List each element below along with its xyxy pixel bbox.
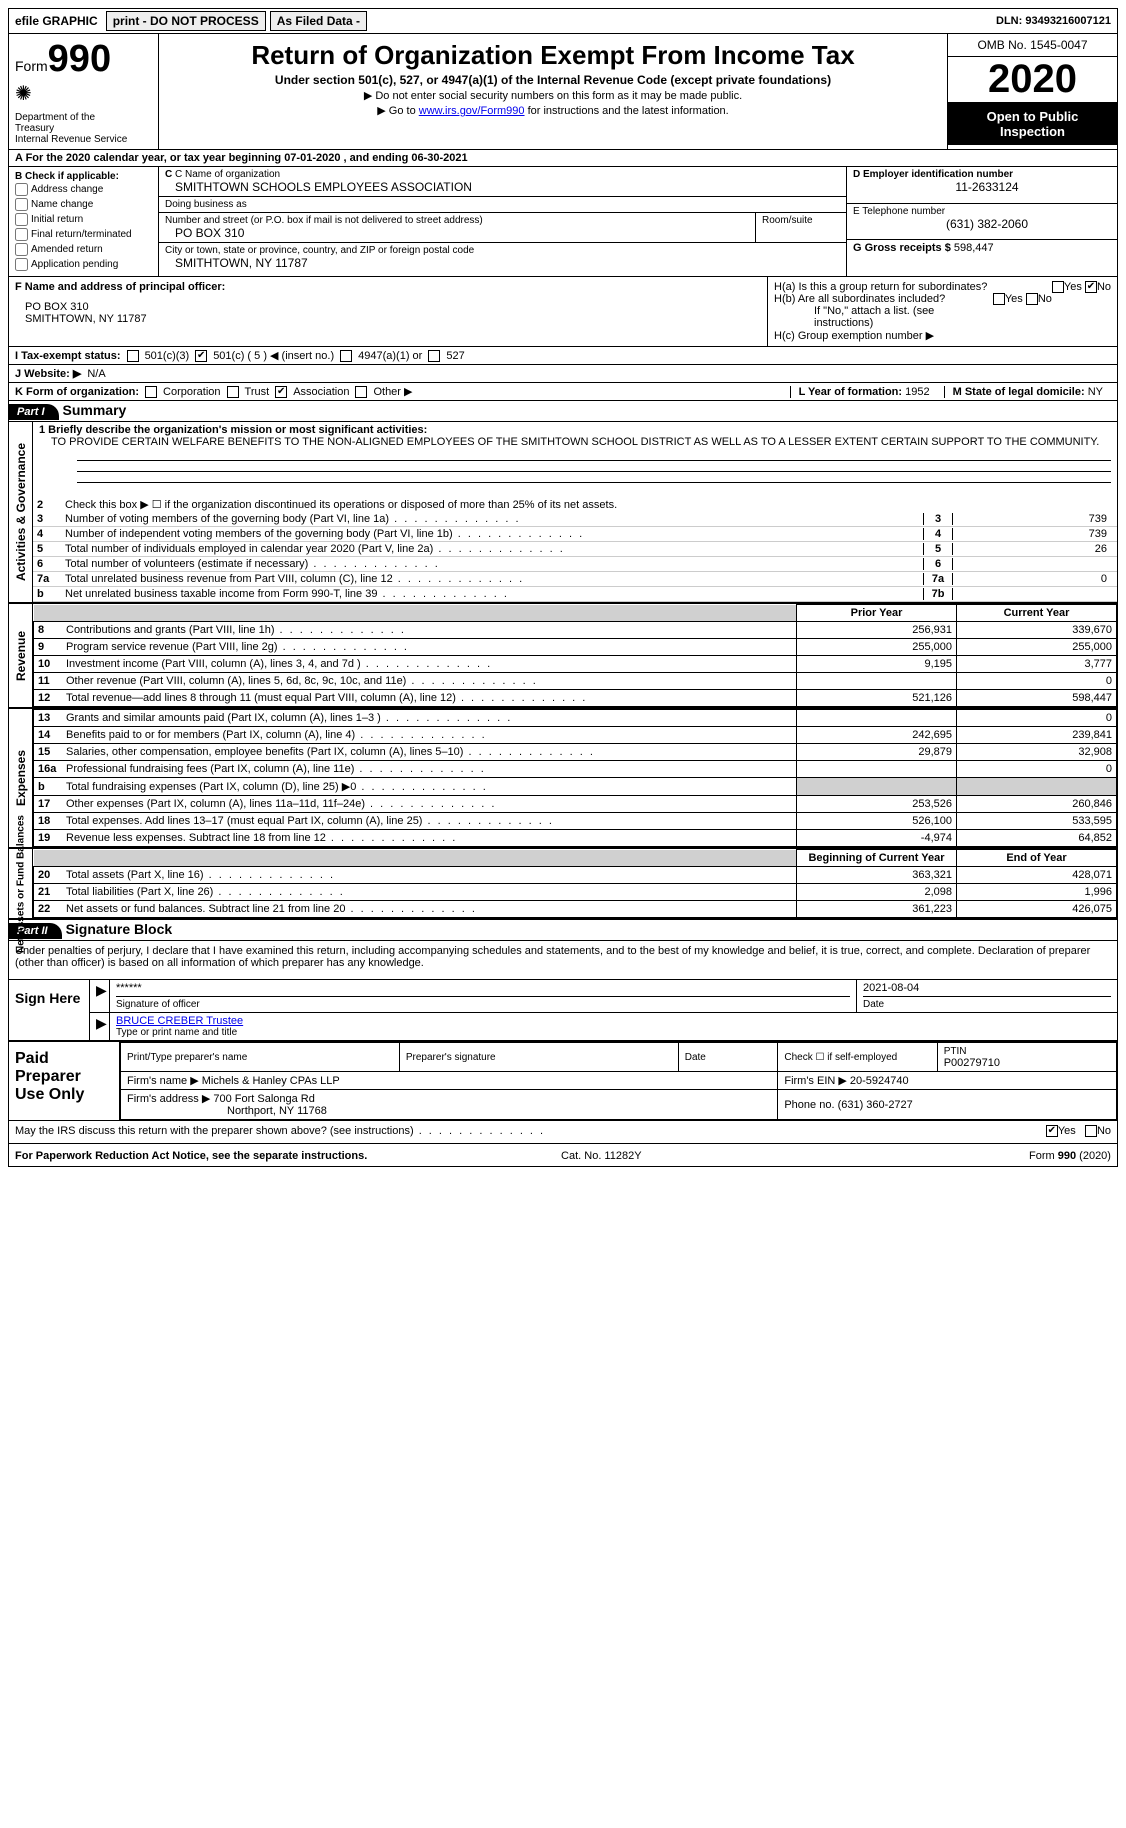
website: N/A [87, 368, 105, 380]
table-row: 14Benefits paid to or for members (Part … [34, 727, 1117, 744]
signature-block: Under penalties of perjury, I declare th… [9, 941, 1117, 979]
mission: TO PROVIDE CERTAIN WELFARE BENEFITS TO T… [39, 436, 1111, 448]
gov-line: 7aTotal unrelated business revenue from … [33, 572, 1117, 587]
form-number: 990 [48, 38, 111, 80]
chk-address-change[interactable]: Address change [15, 182, 152, 197]
efile-label: efile GRAPHIC [9, 12, 104, 30]
table-row: 22Net assets or fund balances. Subtract … [34, 901, 1117, 918]
table-row: 12Total revenue—add lines 8 through 11 (… [34, 690, 1117, 707]
open-to-public: Open to PublicInspection [948, 103, 1117, 145]
omb: OMB No. 1545-0047 [948, 34, 1117, 57]
row-klm: K Form of organization: Corporation Trus… [9, 383, 1117, 401]
row-a: A For the 2020 calendar year, or tax yea… [9, 150, 1117, 167]
info-grid: B Check if applicable: Address change Na… [9, 167, 1117, 277]
form-word: Form [15, 58, 48, 74]
table-row: 17Other expenses (Part IX, column (A), l… [34, 796, 1117, 813]
section-fh: F Name and address of principal officer:… [9, 277, 1117, 347]
gov-line: 3Number of voting members of the governi… [33, 512, 1117, 527]
form-990-container: efile GRAPHIC print - DO NOT PROCESS As … [8, 8, 1118, 1167]
paid-preparer: Paid Preparer Use Only Print/Type prepar… [9, 1041, 1117, 1121]
chk-amended[interactable]: Amended return [15, 242, 152, 257]
table-row: 8Contributions and grants (Part VIII, li… [34, 622, 1117, 639]
section-h: H(a) Is this a group return for subordin… [767, 277, 1117, 346]
activities-governance: Activities & Governance 1 Briefly descri… [9, 422, 1117, 604]
header: Form990 ✺ Department of the Treasury Int… [9, 34, 1117, 150]
gov-line: 5Total number of individuals employed in… [33, 542, 1117, 557]
section-c: C C Name of organizationSMITHTOWN SCHOOL… [159, 167, 1117, 276]
gross-receipts: 598,447 [954, 242, 994, 254]
table-row: 10Investment income (Part VIII, column (… [34, 656, 1117, 673]
section-b: B Check if applicable: Address change Na… [9, 167, 159, 276]
irs-link[interactable]: www.irs.gov/Form990 [419, 105, 525, 117]
net-assets-table: Beginning of Current YearEnd of Year 20T… [33, 849, 1117, 918]
table-row: 15Salaries, other compensation, employee… [34, 744, 1117, 761]
print-button[interactable]: print - DO NOT PROCESS [106, 11, 266, 31]
chk-final-return[interactable]: Final return/terminated [15, 227, 152, 242]
chk-app-pending[interactable]: Application pending [15, 257, 152, 272]
revenue-table: Prior YearCurrent Year 8Contributions an… [33, 604, 1117, 707]
org-name: SMITHTOWN SCHOOLS EMPLOYEES ASSOCIATION [165, 180, 840, 194]
gov-line: 6Total number of volunteers (estimate if… [33, 557, 1117, 572]
expenses-section: Expenses 13Grants and similar amounts pa… [9, 709, 1117, 849]
officer-name-link[interactable]: BRUCE CREBER Trustee [116, 1015, 243, 1027]
dept: Department of the Treasury Internal Reve… [15, 112, 152, 145]
org-address: PO BOX 310 [165, 226, 749, 240]
section-deg: D Employer identification number11-26331… [847, 167, 1117, 276]
asfiled-button[interactable]: As Filed Data - [270, 11, 367, 31]
phone: (631) 382-2060 [853, 217, 1111, 231]
header-left: Form990 ✺ Department of the Treasury Int… [9, 34, 159, 149]
part-2-header: Part IISignature Block [9, 920, 1117, 941]
net-assets-section: Net Assets or Fund Balances Beginning of… [9, 849, 1117, 920]
chk-initial-return[interactable]: Initial return [15, 212, 152, 227]
section-f: F Name and address of principal officer:… [9, 277, 767, 346]
dln: DLN: 93493216007121 [996, 15, 1117, 27]
header-mid: Return of Organization Exempt From Incom… [159, 34, 947, 149]
form-title: Return of Organization Exempt From Incom… [169, 40, 937, 71]
form-subtitle: Under section 501(c), 527, or 4947(a)(1)… [169, 73, 937, 87]
row-i: I Tax-exempt status: 501(c)(3) 501(c) ( … [9, 347, 1117, 365]
revenue-section: Revenue Prior YearCurrent Year 8Contribu… [9, 604, 1117, 709]
expenses-table: 13Grants and similar amounts paid (Part … [33, 709, 1117, 847]
gov-line: bNet unrelated business taxable income f… [33, 587, 1117, 602]
header-right: OMB No. 1545-0047 2020 Open to PublicIns… [947, 34, 1117, 149]
table-row: 18Total expenses. Add lines 13–17 (must … [34, 813, 1117, 830]
part-1-header: Part ISummary [9, 401, 1117, 422]
topbar: efile GRAPHIC print - DO NOT PROCESS As … [9, 9, 1117, 34]
table-row: 11Other revenue (Part VIII, column (A), … [34, 673, 1117, 690]
org-city: SMITHTOWN, NY 11787 [165, 256, 840, 270]
swoosh-icon: ✺ [15, 81, 152, 106]
table-row: 16aProfessional fundraising fees (Part I… [34, 761, 1117, 778]
discuss-row: May the IRS discuss this return with the… [9, 1121, 1117, 1141]
row-j: J Website: ▶ N/A [9, 365, 1117, 383]
table-row: 19Revenue less expenses. Subtract line 1… [34, 830, 1117, 847]
gov-line: 4Number of independent voting members of… [33, 527, 1117, 542]
note-link: Go to www.irs.gov/Form990 for instructio… [169, 104, 937, 117]
table-row: 9Program service revenue (Part VIII, lin… [34, 639, 1117, 656]
tax-year: 2020 [948, 57, 1117, 103]
table-row: 13Grants and similar amounts paid (Part … [34, 710, 1117, 727]
footer: For Paperwork Reduction Act Notice, see … [9, 1146, 1117, 1166]
note-ssn: Do not enter social security numbers on … [169, 89, 937, 102]
table-row: bTotal fundraising expenses (Part IX, co… [34, 778, 1117, 796]
table-row: 20Total assets (Part X, line 16)363,3214… [34, 867, 1117, 884]
table-row: 21Total liabilities (Part X, line 26)2,0… [34, 884, 1117, 901]
ein: 11-2633124 [853, 180, 1111, 194]
sign-here: Sign Here ****** Signature of officer 20… [9, 979, 1117, 1041]
chk-name-change[interactable]: Name change [15, 197, 152, 212]
